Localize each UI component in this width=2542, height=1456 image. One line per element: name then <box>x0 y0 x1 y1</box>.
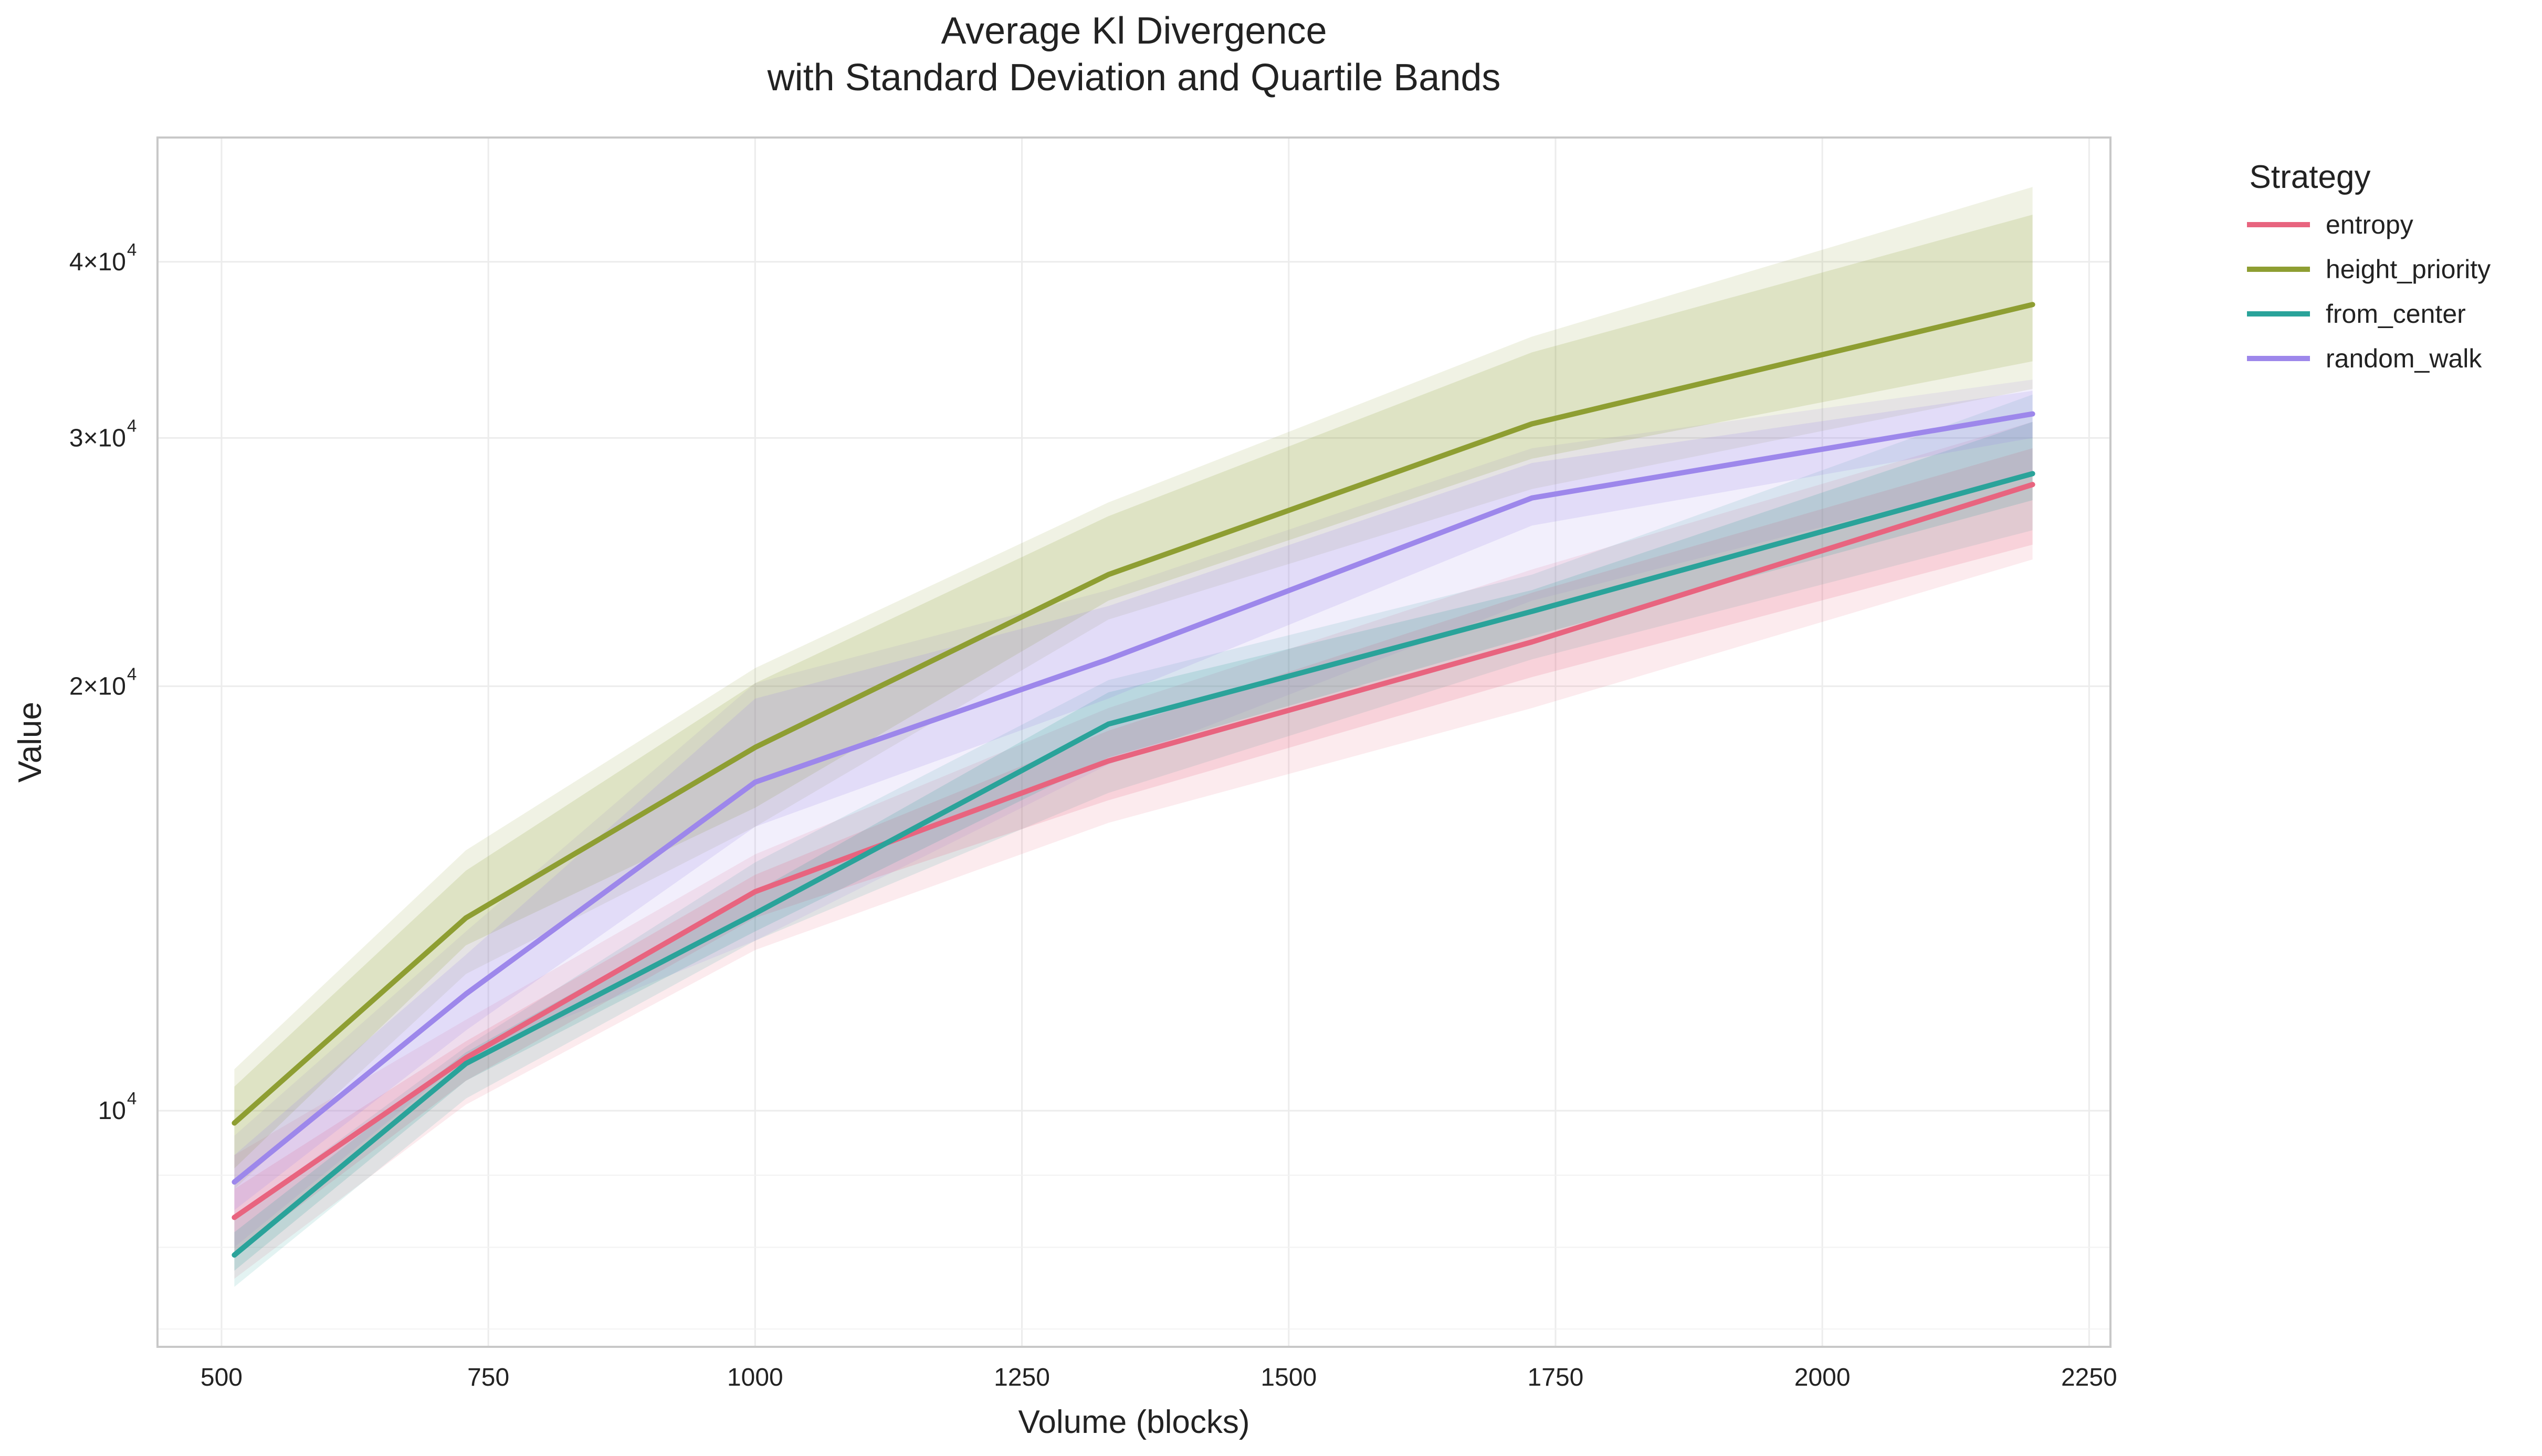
y-tick-label: 3×10 <box>69 424 126 452</box>
chart-title: Average Kl Divergence <box>941 10 1327 52</box>
legend-label-random-walk: random_walk <box>2326 344 2482 373</box>
x-tick-label: 1000 <box>727 1364 783 1391</box>
y-axis-label: Value <box>12 702 48 783</box>
bands <box>234 187 2033 1287</box>
quartile-band-from-center <box>234 421 2033 1271</box>
x-tick-label: 1750 <box>1528 1364 1584 1391</box>
x-tick-label: 750 <box>467 1364 509 1391</box>
plot-background <box>157 138 2110 1347</box>
y-tick-labels: 10 42×10 43×10 44×10 4 <box>69 240 136 1125</box>
x-tick-label: 2000 <box>1794 1364 1851 1391</box>
plot-area <box>156 136 2112 1348</box>
y-tick-label: 4×10 <box>69 248 126 276</box>
series-line-random-walk <box>232 411 2035 1185</box>
x-tick-label: 1250 <box>994 1364 1050 1391</box>
legend-label-from-center: from_center <box>2326 299 2466 329</box>
quartile-band-entropy <box>234 448 2033 1255</box>
quartile-band-height-priority <box>234 215 2033 1169</box>
std-band-entropy <box>234 421 2033 1279</box>
std-band-height-priority <box>234 187 2033 1189</box>
x-tick-labels: 500 750 1000 1250 1500 1750 2000 2250 <box>201 1364 2117 1391</box>
legend-label-height-priority: height_priority <box>2326 255 2491 284</box>
series-line-height-priority <box>232 302 2035 1126</box>
y-tick-exponent: 4 <box>127 240 136 259</box>
legend-title: Strategy <box>2250 159 2371 195</box>
y-tick-label: 10 <box>98 1097 126 1125</box>
x-tick-label: 1500 <box>1261 1364 1317 1391</box>
std-band-from-center <box>234 394 2033 1287</box>
std-band-random-walk <box>234 379 2033 1248</box>
series-line-entropy <box>232 482 2035 1220</box>
y-tick-exponent: 4 <box>127 664 136 683</box>
chart-subtitle: with Standard Deviation and Quartile Ban… <box>767 57 1501 99</box>
legend: Strategy entropy height_priority from_cent… <box>2247 159 2491 373</box>
x-axis-label: Volume (blocks) <box>1018 1404 1249 1440</box>
y-tick-exponent: 4 <box>127 1089 136 1108</box>
y-tick-exponent: 4 <box>127 416 136 435</box>
x-tick-label: 500 <box>201 1364 243 1391</box>
x-tick-label: 2250 <box>2061 1364 2117 1391</box>
plot-frame <box>156 136 2112 1348</box>
y-tick-label: 2×10 <box>69 672 126 700</box>
lines <box>232 302 2035 1258</box>
grid <box>157 138 2110 1347</box>
legend-label-entropy: entropy <box>2326 210 2413 239</box>
series-line-from-center <box>232 471 2035 1258</box>
